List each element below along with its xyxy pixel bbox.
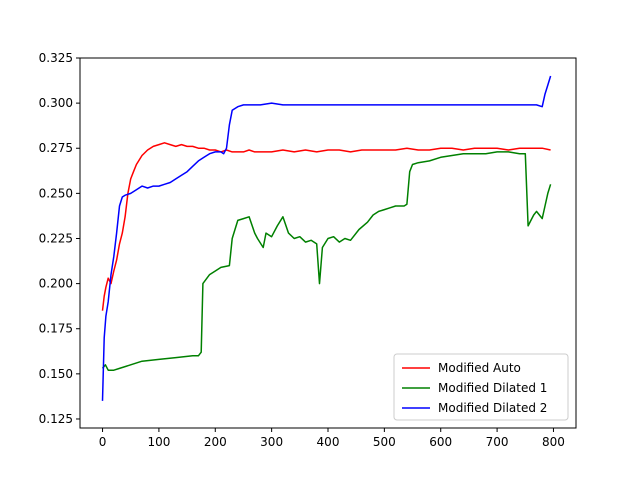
x-axis: 0 100 200 300 400 500 600 700 800 — [99, 428, 565, 449]
legend-label: Modified Dilated 2 — [438, 401, 547, 415]
y-tick-label: 0.125 — [39, 412, 73, 426]
legend-label: Modified Auto — [438, 361, 521, 375]
series-line-3 — [101, 75, 552, 401]
x-tick-label: 500 — [373, 435, 396, 449]
x-tick-label: 200 — [204, 435, 227, 449]
y-tick-label: 0.275 — [39, 141, 73, 155]
y-tick-label: 0.200 — [39, 277, 73, 291]
x-tick-label: 800 — [542, 435, 565, 449]
series-line-2 — [101, 151, 552, 371]
plot-frame — [79, 57, 577, 429]
y-tick-label: 0.300 — [39, 96, 73, 110]
x-tick-label: 700 — [486, 435, 509, 449]
y-tick-label: 0.150 — [39, 367, 73, 381]
y-tick-label: 0.325 — [39, 51, 73, 65]
legend-box — [393, 353, 569, 421]
series-line-1 — [101, 142, 551, 311]
x-tick-label: 600 — [429, 435, 452, 449]
y-tick-label: 0.225 — [39, 231, 73, 245]
y-tick-label: 0.175 — [39, 322, 73, 336]
y-tick-label: 0.250 — [39, 186, 73, 200]
y-axis: 0.125 0.150 0.175 0.200 0.225 0.250 0.275 0.300… — [39, 51, 80, 426]
legend-label: Modified Dilated 1 — [438, 381, 547, 395]
legend: Modified Auto Modified Dilated 1 Modified … — [393, 353, 569, 421]
x-tick-label: 300 — [260, 435, 283, 449]
x-tick-label: 0 — [99, 435, 107, 449]
x-tick-label: 400 — [317, 435, 340, 449]
x-tick-label: 100 — [147, 435, 170, 449]
series-layer — [101, 75, 552, 401]
